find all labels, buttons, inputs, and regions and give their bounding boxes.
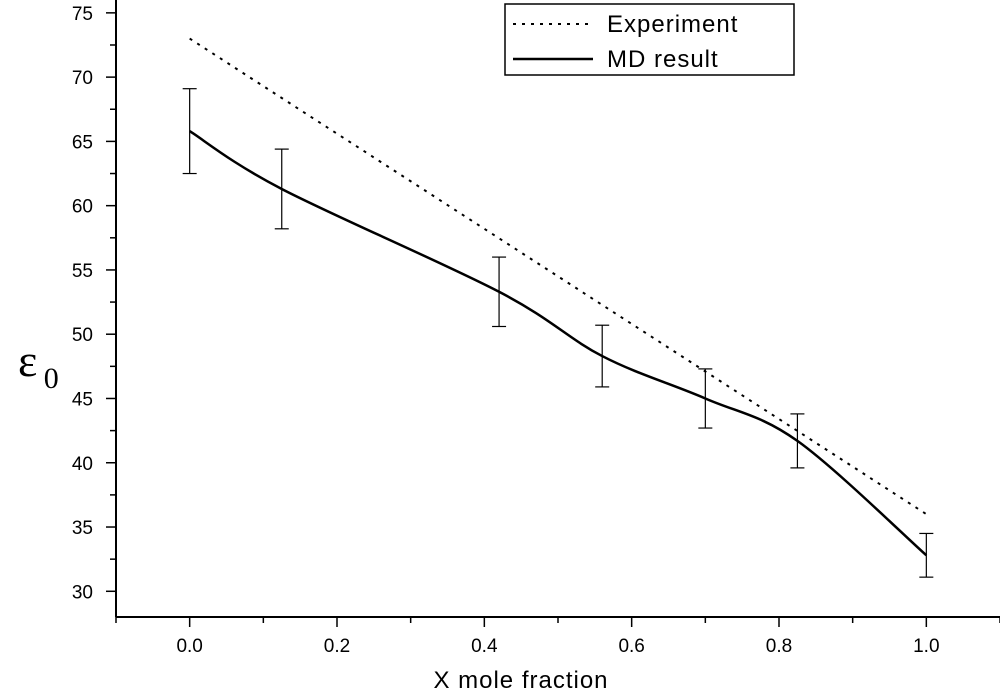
x-axis-label: X mole fraction xyxy=(433,667,608,691)
y-axis-label: ε 0 xyxy=(18,335,59,395)
x-tick-label: 0.6 xyxy=(618,636,644,657)
x-tick-label: 1.0 xyxy=(913,636,939,657)
legend-label: MD result xyxy=(607,46,719,73)
legend: Experiment MD result xyxy=(504,3,795,76)
y-tick-label: 45 xyxy=(72,389,93,410)
x-tick-label: 0.2 xyxy=(324,636,350,657)
y-axis-label-symbol: ε xyxy=(18,335,37,386)
legend-box xyxy=(504,3,795,76)
plot-frame xyxy=(115,0,1000,618)
y-axis-ticks: 30 35 40 45 50 55 60 65 70 75 xyxy=(72,4,116,603)
y-tick-label: 40 xyxy=(72,454,93,475)
y-tick-label: 50 xyxy=(72,325,93,346)
y-tick-label: 30 xyxy=(72,582,93,603)
y-tick-label: 55 xyxy=(72,261,93,282)
y-tick-label: 35 xyxy=(72,518,93,539)
y-tick-label: 70 xyxy=(72,68,93,89)
legend-label: Experiment xyxy=(607,11,738,38)
x-axis-ticks: 0.0 0.2 0.4 0.6 0.8 1.0 xyxy=(115,617,1000,657)
x-tick-label: 0.4 xyxy=(471,636,498,657)
y-tick-label: 75 xyxy=(72,4,93,25)
y-tick-label: 60 xyxy=(72,197,93,218)
series-layer xyxy=(182,37,934,578)
series-line-experiment xyxy=(189,37,927,516)
x-tick-label: 0.8 xyxy=(766,636,792,657)
y-axis-label-subscript: 0 xyxy=(44,362,59,395)
series-line-md-result xyxy=(189,130,928,557)
x-tick-label: 0.0 xyxy=(176,636,202,657)
y-tick-label: 65 xyxy=(72,132,93,153)
